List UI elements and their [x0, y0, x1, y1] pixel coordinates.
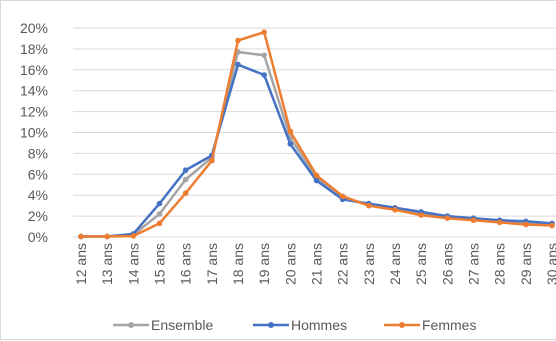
data-point-femmes	[549, 222, 555, 229]
x-tick-label: 22 ans	[335, 243, 351, 285]
data-point-hommes	[261, 72, 267, 78]
legend-marker-ensemble	[128, 322, 134, 328]
data-point-femmes	[523, 221, 529, 228]
x-tick-label: 28 ans	[492, 243, 508, 285]
series-line-ensemble	[81, 50, 553, 238]
x-tick-label: 19 ans	[256, 243, 272, 285]
x-tick-label: 20 ans	[282, 243, 298, 285]
data-point-femmes	[470, 217, 477, 224]
x-tick-label: 26 ans	[439, 243, 455, 285]
x-tick-label: 16 ans	[178, 243, 194, 285]
y-tick-label: 10%	[20, 125, 48, 141]
y-tick-label: 2%	[28, 208, 48, 224]
data-point-femmes	[104, 233, 110, 240]
data-point-femmes	[444, 215, 451, 221]
data-point-femmes	[366, 202, 372, 209]
x-tick-label: 24 ans	[387, 243, 403, 285]
x-tick-label: 18 ans	[230, 243, 246, 285]
x-tick-label: 23 ans	[361, 243, 377, 285]
x-tick-label: 27 ans	[466, 243, 482, 285]
y-tick-label: 6%	[28, 166, 48, 182]
data-point-hommes	[313, 177, 320, 184]
data-point-femmes	[78, 233, 84, 240]
data-point-femmes	[339, 193, 346, 200]
data-point-femmes	[156, 220, 163, 227]
data-point-hommes	[235, 61, 241, 68]
legend-marker-hommes	[268, 322, 274, 328]
data-point-hommes	[156, 200, 163, 207]
data-point-ensemble	[156, 211, 163, 217]
data-point-femmes	[287, 128, 294, 135]
legend-label-hommes: Hommes	[291, 317, 347, 333]
x-tick-label: 14 ans	[125, 243, 141, 285]
x-tick-label: 21 ans	[309, 243, 325, 285]
data-point-ensemble	[182, 176, 189, 183]
y-tick-label: 8%	[28, 145, 48, 161]
data-point-femmes	[313, 172, 320, 179]
x-tick-label: 12 ans	[73, 243, 89, 285]
data-point-femmes	[209, 157, 215, 164]
x-tick-label: 15 ans	[152, 243, 168, 285]
x-tick-label: 25 ans	[413, 243, 429, 285]
legend-label-femmes: Femmes	[422, 317, 476, 333]
x-tick-label: 29 ans	[518, 243, 534, 285]
y-tick-label: 4%	[28, 187, 48, 203]
data-point-femmes	[182, 190, 189, 196]
data-point-femmes	[235, 37, 241, 44]
y-tick-label: 16%	[20, 62, 48, 78]
x-tick-label: 30 ans	[544, 243, 556, 285]
legend-marker-femmes	[399, 322, 405, 328]
y-tick-label: 18%	[20, 41, 48, 57]
data-point-femmes	[496, 219, 503, 226]
y-tick-label: 14%	[20, 83, 48, 99]
data-point-ensemble	[261, 52, 267, 58]
data-point-femmes	[130, 233, 137, 239]
y-tick-label: 12%	[20, 104, 48, 120]
y-tick-label: 0%	[28, 229, 48, 245]
x-tick-label: 13 ans	[99, 243, 115, 285]
data-point-femmes	[418, 212, 424, 218]
data-point-femmes	[392, 207, 398, 213]
data-point-hommes	[287, 141, 294, 147]
data-point-hommes	[182, 167, 189, 173]
y-tick-label: 20%	[20, 20, 48, 36]
data-point-femmes	[261, 29, 267, 35]
series-line-femmes	[81, 30, 553, 238]
x-tick-label: 17 ans	[204, 243, 220, 285]
legend-label-ensemble: Ensemble	[151, 317, 213, 333]
